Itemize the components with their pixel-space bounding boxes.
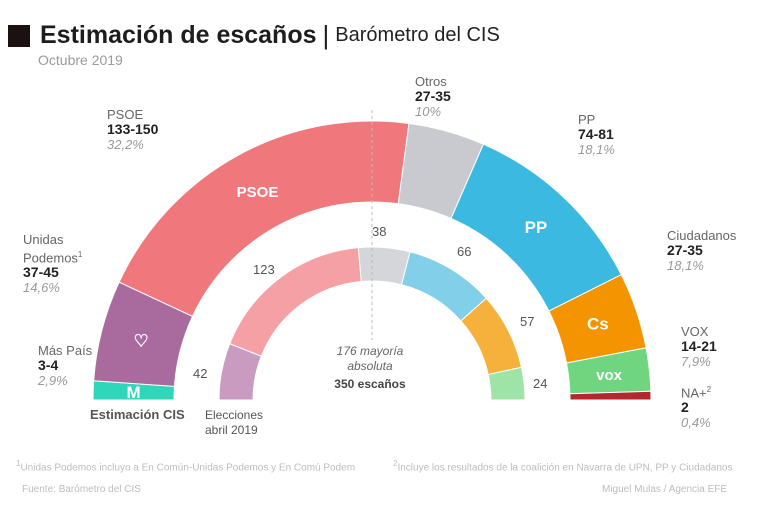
majority-line-1: 176 mayoría [336,344,404,358]
april-segment-otros [357,246,411,286]
inner-seats-up: 42 [193,366,208,381]
title-block: Estimación de escaños | Barómetro del CI… [8,20,500,51]
majority-note: 176 mayoría absoluta 350 escaños [300,344,440,392]
label-unidas-podemos: Unidas Podemos1 37-45 14,6% [23,232,83,295]
seat-range: 14-21 [681,338,717,354]
label-pp: PP 74-81 18,1% [578,112,615,157]
footnote-mark: 2 [706,385,712,394]
footnote-mark: 1 [77,250,83,259]
party-logo: ♡ [133,331,148,350]
vote-pct: 18,1% [667,258,704,273]
party-name: Más País [38,343,93,358]
seat-range: 3-4 [38,357,59,373]
inner-seats-psoe: 123 [253,262,275,277]
label-vox: VOX 14-21 7,9% [681,324,717,369]
party-name: Otros [415,74,447,89]
label-otros: Otros 27-35 10% [415,74,451,119]
label-mas-pais: Más País 3-4 2,9% [38,343,92,388]
footnote-text: Unidas Podemos incluyo a En Común-Unidas… [20,462,356,474]
label-psoe: PSOE 133-150 32,2% [107,107,158,152]
inner-ring-label: Elecciones abril 2019 [205,408,263,438]
vote-pct: 7,9% [681,354,711,369]
party-name: NA+ [681,385,707,401]
party-logo: M [127,383,141,402]
inner-seats-otros: 38 [372,224,387,239]
vote-pct: 10% [415,104,442,119]
title-square-decoration [8,24,30,47]
total-seats: 350 escaños [334,377,406,391]
credit: Miguel Mulas / Agencia EFE [602,484,728,495]
footnote-text: Incluye los resultados de la coalición e… [397,462,733,474]
source: Fuente: Barómetro del CIS [22,484,141,495]
seat-range: 27-35 [667,242,703,258]
inner-seats-cs: 57 [520,314,535,329]
seat-range: 2 [681,399,689,416]
seat-range: 74-81 [578,126,614,142]
party-logo: vox [596,367,623,384]
inner-ring-label-2: abril 2019 [205,423,258,437]
seat-range: 133-150 [107,121,159,137]
inner-ring-label-1: Elecciones [205,408,264,422]
seat-range: 37-45 [23,264,59,281]
chart-title: Estimación de escaños [40,21,317,49]
party-name: VOX [681,324,709,339]
chart-subtitle: Barómetro del CIS [335,24,500,46]
april-segment-vox [487,366,526,401]
inner-seats-pp: 66 [457,244,472,259]
party-name: Unidas Podemos [23,232,78,266]
vote-pct: 0,4% [681,415,711,431]
party-logo: Cs [587,314,609,333]
chart-date: Octubre 2019 [38,52,123,68]
footnote-mark: 1 [16,459,21,468]
party-logo: PSOE [237,184,279,201]
outer-ring-label: Estimación CIS [90,407,185,422]
party-name: PSOE [107,107,144,122]
estimate-segment-na- [569,390,652,401]
vote-pct: 32,2% [107,137,144,152]
seat-range: 27-35 [415,88,451,104]
footnote-2: 2Incluye los resultados de la coalición … [393,459,732,473]
party-logo: PP [525,218,548,237]
title-separator: | [322,20,330,50]
vote-pct: 14,6% [23,280,60,296]
april-segment-psoe [229,247,362,357]
vote-pct: 18,1% [578,142,615,157]
estimate-segment-psoe [118,120,410,317]
label-na-plus: NA+2 2 0,4% [681,382,711,430]
inner-seats-vox: 24 [533,376,548,391]
party-name: PP [578,112,596,127]
vote-pct: 2,9% [38,373,68,388]
label-ciudadanos: Ciudadanos 27-35 18,1% [667,228,736,273]
majority-line-2: absoluta [347,359,393,373]
footnote-mark: 2 [393,459,398,468]
footnote-1: 1Unidas Podemos incluyo a En Común-Unida… [16,459,355,473]
party-name: Ciudadanos [667,228,737,243]
